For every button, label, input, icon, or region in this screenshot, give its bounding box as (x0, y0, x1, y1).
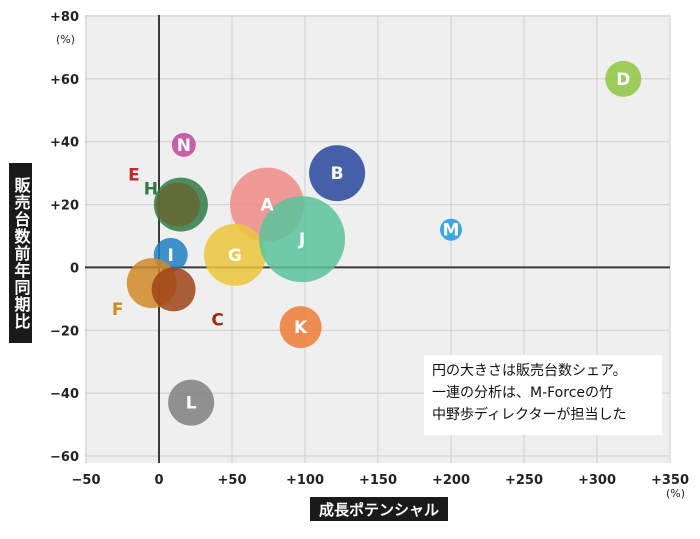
bubble-label-M: M (443, 221, 460, 241)
bubbles (126, 60, 642, 426)
bubble-label-E: E (128, 166, 140, 186)
bubble-E (155, 182, 200, 227)
x-tick-label: +200 (432, 473, 470, 488)
bubble-label-L: L (186, 394, 197, 414)
x-tick-label: +350 (651, 473, 689, 488)
bubble-label-K: K (294, 318, 308, 338)
note-line-1: 円の大きさは販売台数シェア。 (432, 363, 627, 379)
note-line-2: 一連の分析は、M-Forceの竹 (432, 385, 614, 401)
bubble-K (279, 306, 322, 349)
bubble-label-J: J (298, 230, 305, 250)
x-tick-label: +250 (505, 473, 543, 488)
bubble-L (168, 379, 215, 426)
y-tick-label: +20 (50, 199, 79, 214)
bubble-label-H: H (144, 180, 158, 200)
bubble-label-N: N (177, 136, 191, 156)
y-tick-label: +60 (50, 73, 79, 88)
bubble-G (203, 223, 266, 286)
y-tick-label: −60 (50, 450, 79, 465)
bubble-label-D: D (616, 70, 630, 90)
y-tick-label: 0 (70, 261, 79, 276)
y-axis-title: 販売台数前年同期比 (9, 163, 32, 343)
y-tick-label: +40 (50, 136, 79, 151)
bubble-label-I: I (168, 246, 174, 266)
bubble-label-C: C (211, 310, 223, 330)
bubble-N (171, 132, 196, 157)
y-tick-label: +80 (50, 10, 79, 25)
bubble-label-B: B (331, 164, 344, 184)
x-axis-title: 成長ポテンシャル (310, 497, 448, 521)
bubble-J (259, 196, 346, 283)
x-unit-label: (%) (666, 487, 685, 500)
zero-axes (85, 15, 670, 463)
x-tick-label: +150 (359, 473, 397, 488)
annotation-note: 円の大きさは販売台数シェア。 一連の分析は、M-Forceの竹 中野歩ディレクタ… (424, 355, 662, 435)
x-tick-label: −50 (72, 473, 101, 488)
bubble-M (440, 218, 462, 241)
x-tick-label: +50 (218, 473, 247, 488)
bubble-labels: N A B G J I K L M D (168, 70, 631, 414)
bubble-C (151, 267, 196, 312)
outside-bubble-labels: HE F C (112, 166, 224, 331)
note-line-3: 中野歩ディレクターが担当した (432, 407, 627, 423)
y-tick-label: −40 (50, 387, 79, 402)
y-tick-label: −20 (50, 324, 79, 339)
bubble-label-G: G (228, 246, 242, 266)
x-tick-label: +100 (286, 473, 324, 488)
bubble-D (605, 60, 642, 97)
bubble-label-F: F (112, 300, 124, 320)
bubble-label-A: A (260, 196, 274, 216)
tick-labels: −50 0 +50 +100 +150 +200 +250 +300 +350+80+60+40… (50, 10, 689, 488)
y-unit-label: (%) (56, 33, 75, 46)
x-tick-label: +300 (578, 473, 616, 488)
x-tick-label: 0 (154, 473, 163, 488)
bubble-B (309, 145, 366, 202)
